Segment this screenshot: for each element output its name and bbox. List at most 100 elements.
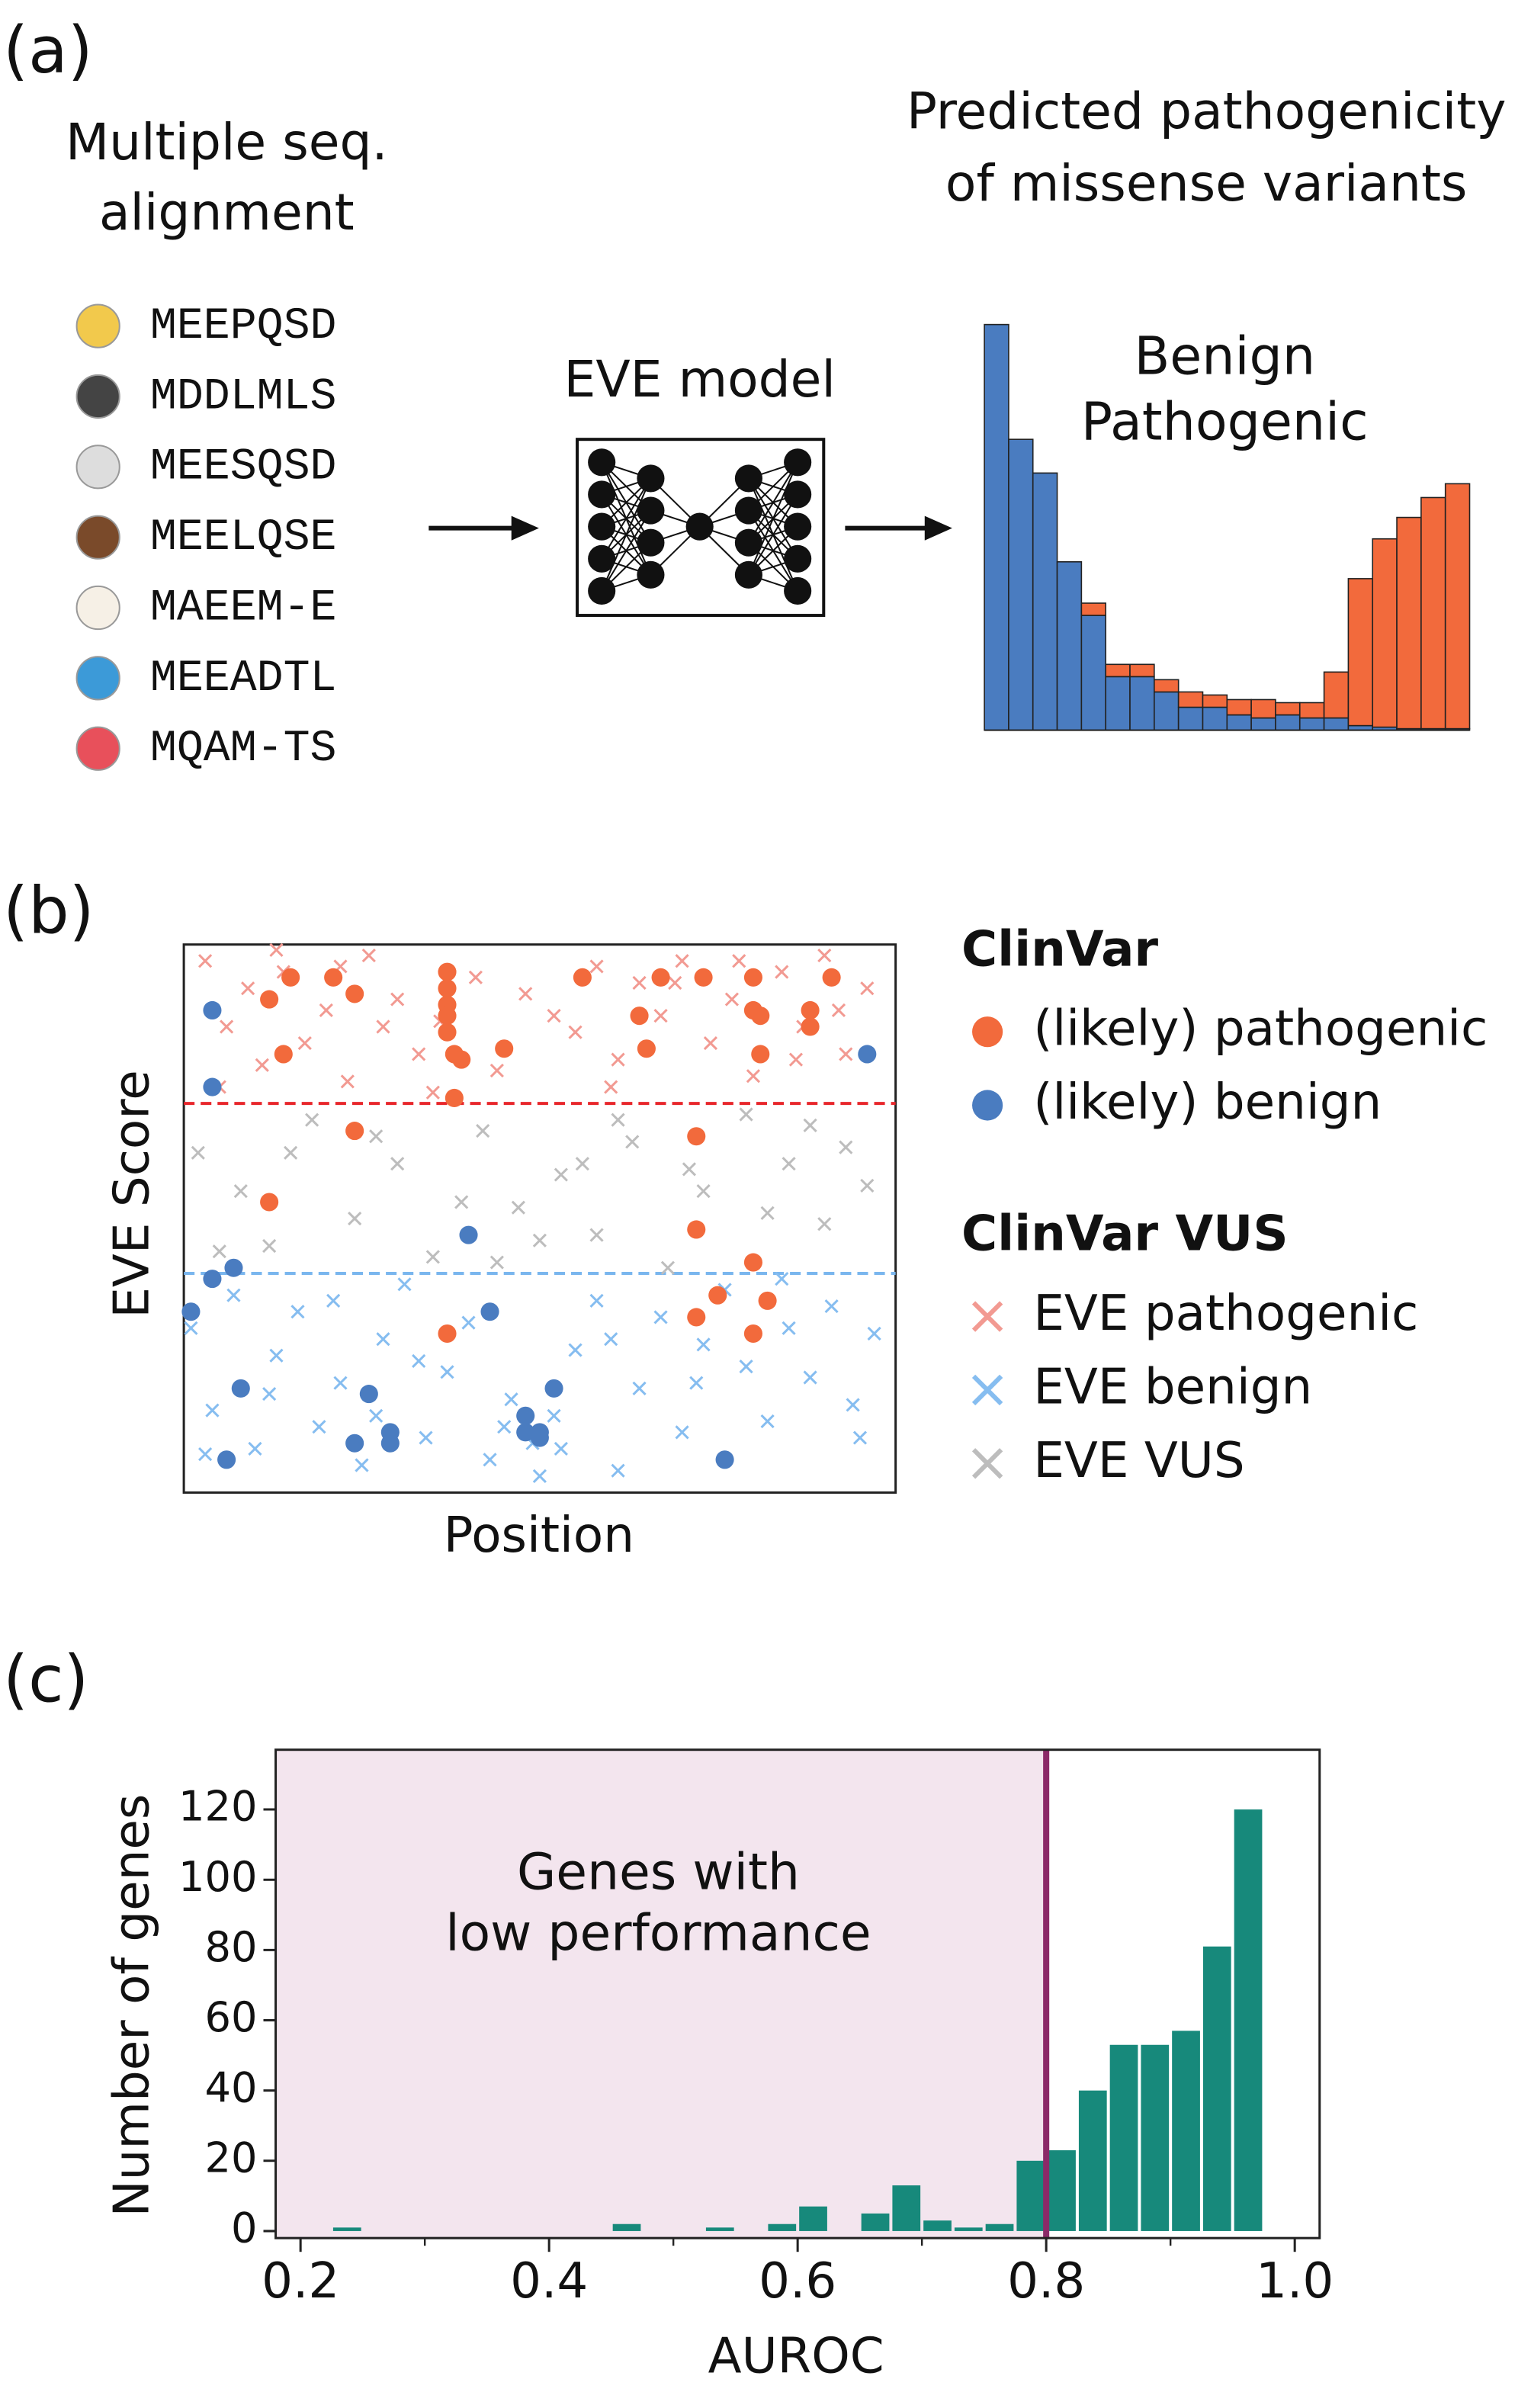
dot-point bbox=[260, 990, 279, 1009]
cross-point bbox=[839, 1140, 853, 1154]
bar-segment bbox=[1226, 714, 1252, 731]
alignment-title: Multiple seq. bbox=[66, 113, 388, 172]
cross-point bbox=[369, 1408, 384, 1423]
bar-segment bbox=[1177, 691, 1204, 708]
species-icon bbox=[75, 656, 120, 701]
x-tick-label: 0.6 bbox=[759, 2252, 836, 2310]
arrow bbox=[845, 515, 952, 541]
network-edge bbox=[748, 461, 799, 544]
cross-point bbox=[468, 970, 483, 984]
cross-point bbox=[860, 981, 875, 996]
panel-label: (c) bbox=[3, 1642, 88, 1716]
cross-point bbox=[184, 1321, 198, 1335]
bar-segment bbox=[1056, 560, 1083, 731]
cross-point bbox=[497, 1420, 512, 1434]
dot-point bbox=[822, 968, 841, 987]
histogram-bar bbox=[1141, 2044, 1170, 2231]
dot-point bbox=[459, 1225, 478, 1244]
cross-point bbox=[575, 1157, 589, 1171]
cross-point bbox=[846, 1398, 860, 1412]
dot-point bbox=[687, 1220, 706, 1239]
panel-label: (b) bbox=[3, 873, 94, 948]
plot-frame bbox=[182, 943, 897, 1494]
network-node bbox=[588, 512, 616, 541]
histogram-bar bbox=[985, 2223, 1014, 2231]
cross-point bbox=[532, 1233, 547, 1247]
bar-segment bbox=[1154, 679, 1180, 693]
cross-point bbox=[425, 1085, 440, 1100]
x-axis-label: Position bbox=[444, 1507, 634, 1564]
cross-point bbox=[739, 1107, 753, 1122]
sequence: MAEEM-E bbox=[150, 583, 337, 633]
y-tick-label: 0 bbox=[231, 2204, 257, 2252]
cross-point bbox=[852, 1430, 868, 1445]
network-node bbox=[734, 560, 762, 589]
dot-point bbox=[438, 979, 457, 998]
cross-point bbox=[269, 1348, 284, 1363]
cross-point bbox=[675, 954, 689, 968]
cross-point bbox=[376, 1019, 390, 1034]
bar-segment bbox=[1129, 663, 1155, 678]
cross-point bbox=[312, 1420, 326, 1434]
y-tick-label: 100 bbox=[178, 1853, 257, 1901]
dot-point bbox=[452, 1050, 471, 1069]
dot-point bbox=[715, 1450, 734, 1469]
cross-point bbox=[632, 975, 647, 990]
cross-point bbox=[198, 1447, 213, 1462]
dot-point bbox=[516, 1406, 535, 1425]
bar-segment bbox=[1298, 702, 1325, 719]
cross-point bbox=[547, 1408, 561, 1423]
dot-point bbox=[480, 1302, 499, 1321]
legend-entry: Pathogenic bbox=[1081, 393, 1369, 453]
cross-point bbox=[333, 1376, 348, 1390]
legend-entry: (likely) benign bbox=[1033, 1074, 1382, 1131]
bar-segment bbox=[1080, 602, 1106, 616]
cross-point bbox=[775, 1272, 789, 1286]
dot-point bbox=[801, 1000, 820, 1020]
cross-point bbox=[284, 1145, 298, 1160]
cross-point bbox=[867, 1326, 881, 1341]
legend-entry: (likely) pathogenic bbox=[1033, 1000, 1488, 1058]
cross-point bbox=[489, 1255, 504, 1270]
cross-point bbox=[255, 1058, 269, 1072]
x-tick-label: 0.8 bbox=[1007, 2252, 1085, 2310]
bar-segment bbox=[1154, 691, 1180, 731]
network-node bbox=[784, 480, 812, 509]
panel-label: (a) bbox=[3, 13, 92, 88]
dot-point bbox=[630, 1007, 649, 1026]
cross-point bbox=[760, 1206, 775, 1220]
dot-point bbox=[445, 1088, 464, 1107]
cross-point bbox=[760, 1414, 775, 1429]
dot-point bbox=[203, 1000, 222, 1020]
species-icon bbox=[75, 585, 120, 631]
y-axis-label: EVE Score bbox=[103, 1070, 160, 1318]
cross-point bbox=[817, 948, 832, 963]
dot-point bbox=[345, 984, 364, 1003]
sequence: MDDLMLS bbox=[150, 372, 337, 422]
cross-point bbox=[412, 1353, 426, 1369]
dot-point bbox=[743, 1253, 762, 1272]
legend-title: ClinVar bbox=[961, 920, 1158, 978]
histogram-bar bbox=[892, 2185, 921, 2231]
cross-point bbox=[589, 959, 604, 974]
cross-point bbox=[668, 975, 682, 990]
sequence: MEEPQSD bbox=[150, 302, 337, 352]
cross-point bbox=[660, 1260, 676, 1275]
dot-point bbox=[687, 1127, 706, 1146]
network-node bbox=[637, 496, 665, 525]
network-node bbox=[588, 544, 616, 573]
histogram-bar bbox=[1109, 2044, 1138, 2231]
bar-segment bbox=[1202, 694, 1228, 708]
network-node bbox=[734, 528, 762, 557]
histogram-bar bbox=[1234, 1809, 1263, 2231]
dot-point bbox=[274, 1045, 293, 1064]
cross-point bbox=[376, 1332, 390, 1347]
sequence: MEELQSE bbox=[150, 513, 337, 563]
network-node bbox=[685, 512, 714, 541]
network-node bbox=[588, 448, 616, 477]
bar-segment bbox=[1129, 676, 1155, 731]
shaded-region bbox=[275, 1749, 1047, 2239]
dot-point bbox=[544, 1379, 563, 1398]
cross-point bbox=[831, 1003, 846, 1018]
cross-point bbox=[212, 1244, 226, 1259]
